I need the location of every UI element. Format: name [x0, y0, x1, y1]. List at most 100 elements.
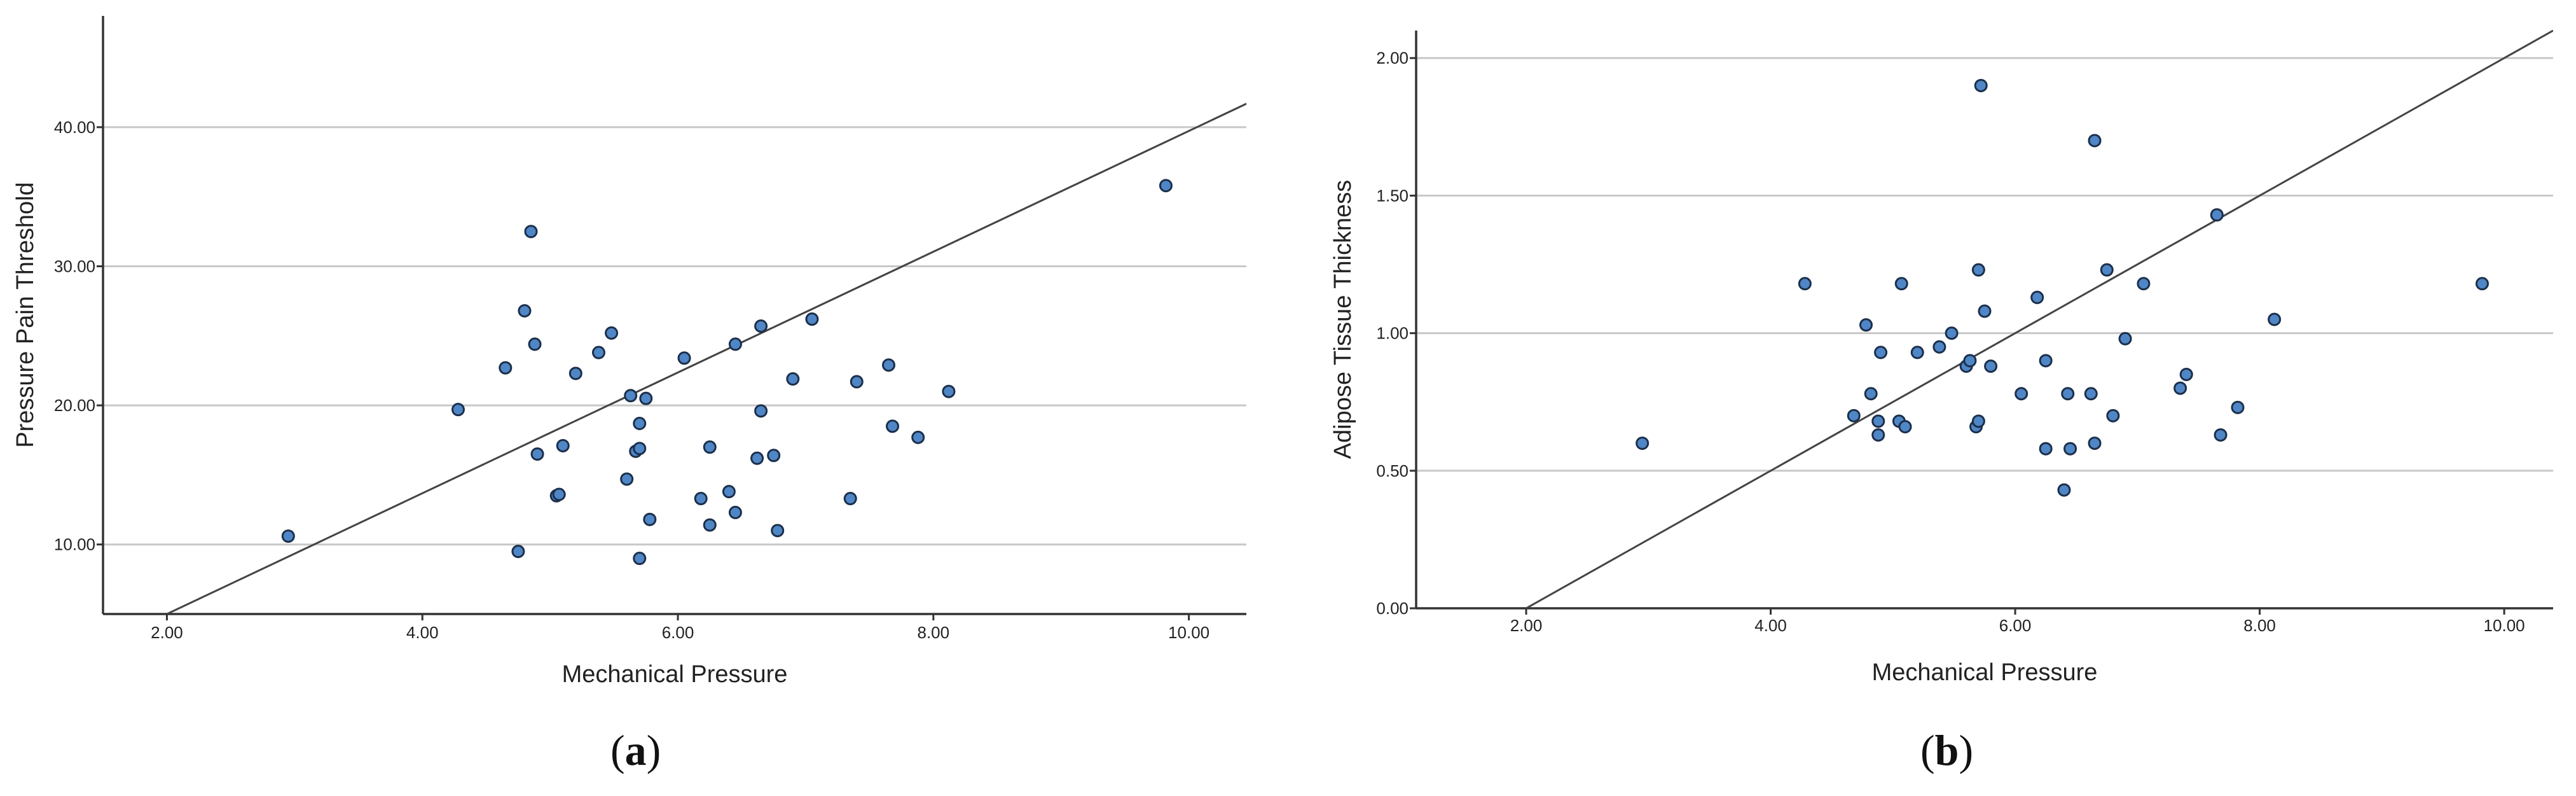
scatter-point	[1984, 360, 1998, 374]
scatter-point	[805, 312, 819, 326]
scatter-point	[786, 372, 800, 386]
y-axis-title: Adipose Tissue Thickness	[1330, 180, 1356, 459]
caption-close-paren: )	[1959, 726, 1974, 774]
scatter-point	[754, 319, 768, 333]
scatter-point	[2088, 134, 2102, 148]
scatter-point	[703, 518, 717, 532]
scatter-point	[568, 367, 582, 381]
scatter-point	[2106, 408, 2120, 422]
scatter-point	[2118, 332, 2132, 346]
scatter-point	[722, 485, 736, 499]
scatter-point	[1963, 354, 1977, 368]
y-tick-label: 1.00	[1376, 324, 1409, 343]
caption-open-paren: (	[1920, 726, 1935, 774]
scatter-point	[2084, 387, 2098, 401]
x-tick-label: 8.00	[2243, 616, 2276, 635]
scatter-point	[639, 391, 653, 405]
caption-letter: b	[1934, 726, 1959, 774]
caption-close-paren: )	[646, 726, 661, 774]
scatter-point	[624, 389, 638, 403]
scatter-point	[633, 442, 647, 456]
scatter-point	[2039, 354, 2053, 368]
scatter-point	[552, 487, 566, 501]
scatter-point	[728, 505, 742, 519]
x-tick-label: 6.00	[662, 623, 694, 642]
caption-letter: a	[624, 726, 647, 774]
scatter-point	[1978, 304, 1992, 318]
scatter-point	[728, 337, 742, 351]
scatter-point	[2063, 442, 2077, 456]
scatter-point	[2015, 387, 2028, 401]
x-tick-label: 2.00	[151, 623, 183, 642]
scatter-point	[2057, 483, 2071, 497]
scatter-point	[850, 375, 864, 389]
x-tick-label: 8.00	[918, 623, 950, 642]
y-tick-label: 0.00	[1376, 599, 1409, 618]
x-tick-label: 10.00	[2484, 616, 2525, 635]
scatter-point	[499, 361, 513, 375]
scatter-point	[451, 403, 465, 417]
scatter-point	[1864, 387, 1878, 401]
scatter-point	[1874, 346, 1888, 360]
chart-panel-a: 10.00 20.00 30.00 40.00 2.00 4.00 6.00 8.00 10.0…	[12, 16, 1246, 688]
scatter-point	[1636, 436, 1650, 450]
scatter-point	[1798, 277, 1812, 291]
caption-open-paren: (	[610, 726, 625, 774]
scatter-point	[2137, 277, 2151, 291]
scatter-point	[2173, 381, 2187, 395]
scatter-point	[1871, 428, 1885, 442]
scatter-point	[1871, 414, 1885, 428]
fit-line	[1526, 29, 2553, 608]
scatter-point	[2179, 367, 2193, 381]
scatter-point	[886, 419, 900, 433]
scatter-point	[677, 351, 691, 365]
scatter-point	[2210, 208, 2224, 222]
scatter-point	[843, 492, 857, 506]
y-tick-label: 20.00	[54, 396, 95, 415]
scatter-point	[1894, 277, 1908, 291]
y-tick-label: 10.00	[54, 535, 95, 554]
scatter-point	[591, 346, 605, 360]
y-tick-label: 1.50	[1376, 186, 1409, 205]
fit-line	[166, 102, 1246, 614]
x-tick-label: 10.00	[1168, 623, 1209, 642]
y-tick-label: 0.50	[1376, 461, 1409, 480]
chart-panel-b: 0.00 0.50 1.00 1.50 2.00 2.00 4.00 6.00 8.00 10.0…	[1330, 29, 2553, 686]
scatter-point	[1910, 346, 1924, 360]
scatter-point	[518, 304, 532, 318]
y-tick-label: 2.00	[1376, 48, 1409, 67]
scatter-point	[1159, 179, 1173, 193]
scatter-point	[556, 438, 570, 452]
scatter-point	[2268, 312, 2282, 326]
panel-caption-a: (a)	[610, 725, 661, 776]
scatter-point	[1932, 340, 1946, 354]
scatter-point	[528, 337, 542, 351]
scatter-point	[754, 404, 768, 418]
scatter-point	[633, 417, 647, 431]
x-tick-label: 6.00	[1999, 616, 2032, 635]
x-axis-title: Mechanical Pressure	[1872, 659, 2098, 686]
scatter-point	[1974, 78, 1988, 92]
scatter-point	[767, 449, 781, 463]
scatter-point	[750, 451, 764, 465]
y-tick-label: 40.00	[54, 118, 95, 137]
scatter-point	[1898, 420, 1912, 434]
scatter-point	[771, 524, 785, 538]
y-axis-title: Pressure Pain Threshold	[12, 182, 39, 448]
y-tick-label: 30.00	[54, 256, 95, 276]
scatter-point	[881, 358, 895, 372]
scatter-point	[2088, 436, 2102, 450]
x-tick-label: 2.00	[1510, 616, 1543, 635]
scatter-point	[511, 545, 525, 559]
scatter-point	[643, 512, 657, 526]
scatter-point	[620, 472, 634, 486]
scatter-point	[530, 447, 544, 461]
scatter-point	[694, 492, 708, 506]
scatter-point	[1971, 263, 1985, 277]
scatter-point	[911, 430, 925, 444]
scatter-point	[1971, 414, 1985, 428]
scatter-point	[2100, 263, 2114, 277]
panel-caption-b: (b)	[1920, 725, 1973, 776]
x-tick-label: 4.00	[406, 623, 439, 642]
